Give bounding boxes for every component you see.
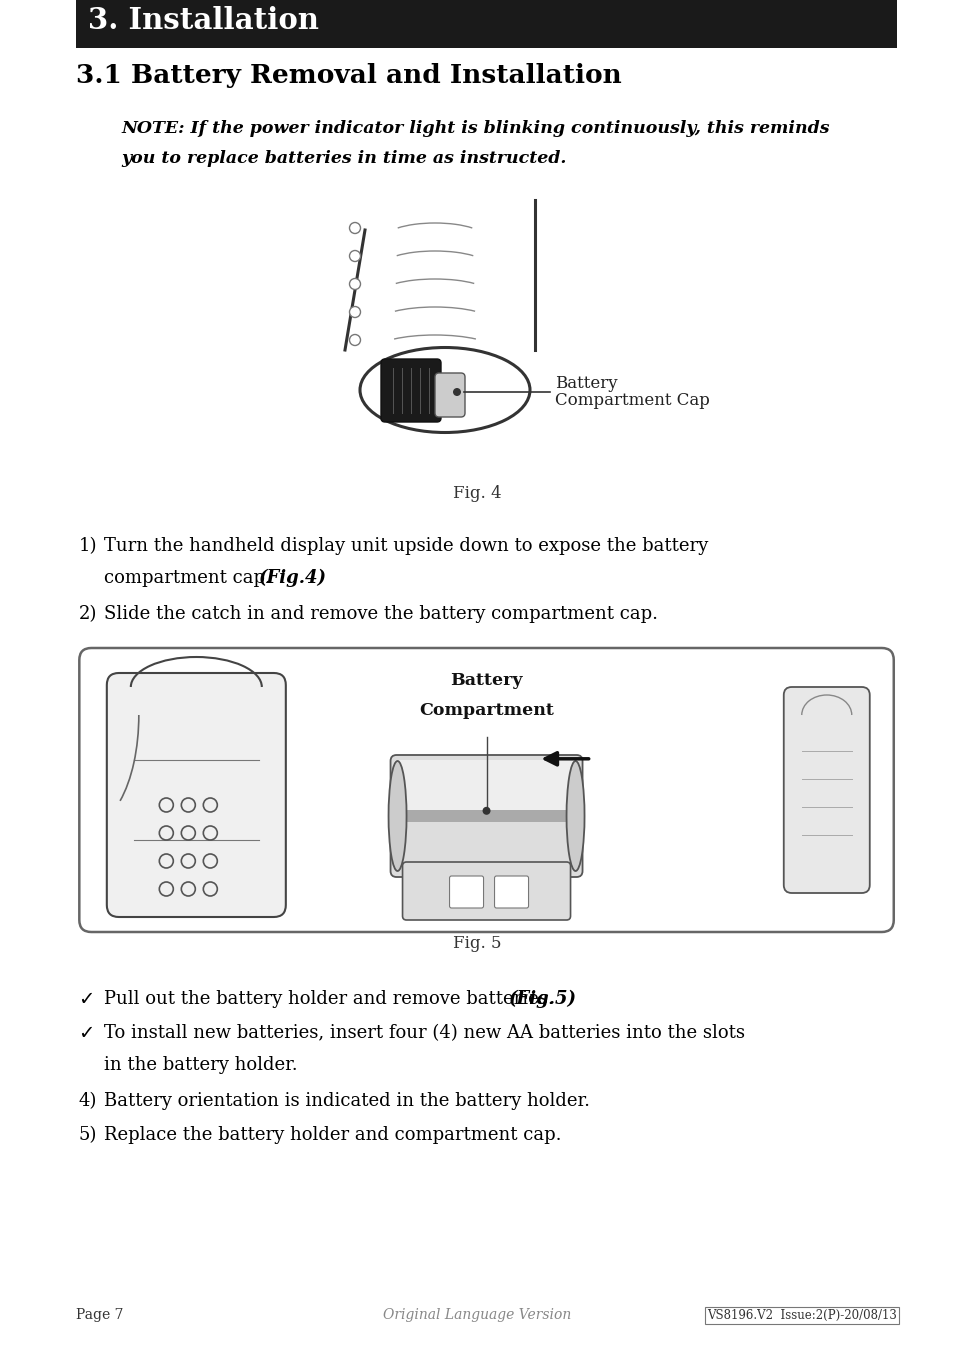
Text: 3. Installation: 3. Installation: [89, 5, 319, 35]
Circle shape: [349, 279, 360, 290]
Text: in the battery holder.: in the battery holder.: [104, 1056, 297, 1074]
Ellipse shape: [388, 761, 406, 871]
FancyBboxPatch shape: [783, 686, 869, 894]
Text: Turn the handheld display unit upside down to expose the battery: Turn the handheld display unit upside do…: [104, 538, 708, 555]
Circle shape: [349, 222, 360, 233]
Text: NOTE: If the power indicator light is blinking continuously, this reminds: NOTE: If the power indicator light is bl…: [121, 121, 829, 137]
Text: Replace the battery holder and compartment cap.: Replace the battery holder and compartme…: [104, 1127, 561, 1144]
Text: 1): 1): [78, 538, 96, 555]
Text: 5): 5): [78, 1127, 96, 1144]
Text: Battery: Battery: [450, 672, 522, 689]
FancyBboxPatch shape: [401, 810, 571, 822]
FancyBboxPatch shape: [449, 876, 483, 909]
Circle shape: [349, 250, 360, 261]
Text: Compartment: Compartment: [418, 701, 554, 719]
Text: Slide the catch in and remove the battery compartment cap.: Slide the catch in and remove the batter…: [104, 605, 658, 623]
FancyBboxPatch shape: [390, 756, 582, 877]
FancyBboxPatch shape: [435, 372, 464, 417]
FancyBboxPatch shape: [76, 0, 896, 47]
Text: Fig. 4: Fig. 4: [453, 485, 500, 502]
Circle shape: [453, 389, 460, 395]
Circle shape: [349, 334, 360, 345]
Circle shape: [482, 807, 490, 815]
Text: Compartment Cap: Compartment Cap: [555, 393, 709, 409]
Text: ✓: ✓: [78, 1024, 94, 1043]
Text: ✓: ✓: [78, 990, 94, 1009]
Text: (Fig.5): (Fig.5): [509, 990, 577, 1009]
FancyBboxPatch shape: [395, 760, 578, 818]
FancyBboxPatch shape: [380, 359, 440, 422]
Text: 4): 4): [78, 1091, 96, 1110]
Text: To install new batteries, insert four (4) new AA batteries into the slots: To install new batteries, insert four (4…: [104, 1024, 744, 1043]
Text: you to replace batteries in time as instructed.: you to replace batteries in time as inst…: [121, 150, 566, 167]
Text: 3.1 Battery Removal and Installation: 3.1 Battery Removal and Installation: [76, 64, 621, 88]
Text: Battery: Battery: [555, 375, 617, 393]
Text: VS8196.V2  Issue:2(P)-20/08/13: VS8196.V2 Issue:2(P)-20/08/13: [706, 1309, 896, 1322]
FancyBboxPatch shape: [107, 673, 286, 917]
Circle shape: [349, 306, 360, 317]
Text: Original Language Version: Original Language Version: [382, 1308, 571, 1322]
Text: 2): 2): [78, 605, 96, 623]
Text: compartment cap.: compartment cap.: [104, 569, 276, 588]
Text: Fig. 5: Fig. 5: [453, 936, 500, 952]
Text: (Fig.4): (Fig.4): [259, 569, 327, 588]
Text: Page 7: Page 7: [76, 1308, 124, 1322]
Text: Battery orientation is indicated in the battery holder.: Battery orientation is indicated in the …: [104, 1091, 590, 1110]
FancyBboxPatch shape: [402, 862, 570, 919]
Ellipse shape: [566, 761, 584, 871]
Text: Pull out the battery holder and remove batteries.: Pull out the battery holder and remove b…: [104, 990, 559, 1007]
Ellipse shape: [359, 348, 530, 432]
FancyBboxPatch shape: [494, 876, 528, 909]
FancyBboxPatch shape: [79, 649, 893, 932]
